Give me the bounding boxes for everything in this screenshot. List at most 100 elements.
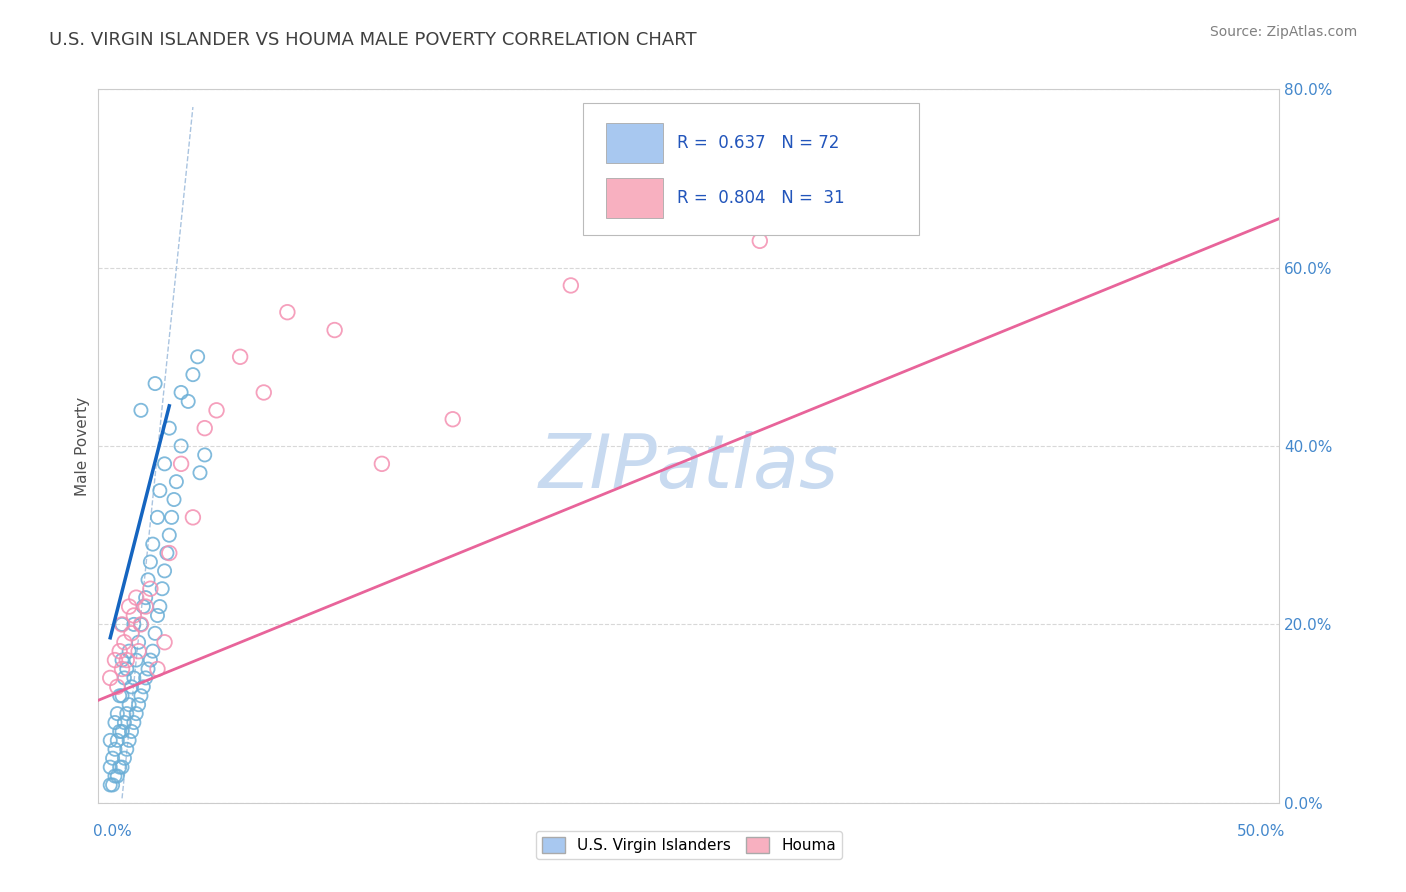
- Point: [153, 457, 176, 471]
- Point: [121, 680, 143, 694]
- Point: [128, 698, 150, 712]
- Point: [146, 608, 169, 623]
- Point: [163, 492, 186, 507]
- Point: [156, 546, 179, 560]
- Point: [146, 662, 169, 676]
- Point: [132, 680, 155, 694]
- Point: [149, 483, 172, 498]
- Point: [135, 599, 157, 614]
- Point: [98, 760, 121, 774]
- Point: [128, 635, 150, 649]
- Point: [170, 457, 193, 471]
- Point: [194, 448, 217, 462]
- Point: [165, 475, 187, 489]
- FancyBboxPatch shape: [606, 178, 664, 218]
- Point: [98, 733, 121, 747]
- Point: [112, 635, 135, 649]
- Point: [170, 385, 193, 400]
- Point: [205, 403, 228, 417]
- Text: Source: ZipAtlas.com: Source: ZipAtlas.com: [1209, 25, 1357, 39]
- Point: [229, 350, 252, 364]
- Text: 0.0%: 0.0%: [93, 824, 131, 839]
- Point: [98, 671, 121, 685]
- Point: [157, 421, 180, 435]
- Point: [128, 644, 150, 658]
- Point: [441, 412, 464, 426]
- Point: [105, 680, 128, 694]
- Point: [143, 376, 166, 391]
- Point: [111, 617, 134, 632]
- Point: [118, 644, 141, 658]
- Point: [157, 528, 180, 542]
- Point: [132, 599, 155, 614]
- Point: [98, 778, 121, 792]
- Point: [142, 537, 165, 551]
- Legend: U.S. Virgin Islanders, Houma: U.S. Virgin Islanders, Houma: [536, 831, 842, 859]
- Point: [101, 778, 124, 792]
- Point: [157, 546, 180, 560]
- Point: [129, 617, 152, 632]
- Point: [122, 617, 145, 632]
- Point: [122, 671, 145, 685]
- Point: [122, 715, 145, 730]
- Point: [104, 742, 127, 756]
- Point: [115, 653, 138, 667]
- Text: R =  0.637   N = 72: R = 0.637 N = 72: [678, 134, 839, 152]
- Point: [129, 403, 152, 417]
- Point: [276, 305, 298, 319]
- Point: [105, 706, 128, 721]
- Point: [101, 751, 124, 765]
- Point: [129, 617, 152, 632]
- Point: [108, 689, 131, 703]
- Point: [170, 439, 193, 453]
- Point: [181, 510, 204, 524]
- Point: [105, 769, 128, 783]
- Point: [115, 742, 138, 756]
- Point: [111, 617, 134, 632]
- Point: [253, 385, 276, 400]
- Point: [129, 689, 152, 703]
- Point: [104, 653, 127, 667]
- Point: [160, 510, 183, 524]
- Point: [108, 760, 131, 774]
- Point: [118, 733, 141, 747]
- Point: [139, 653, 162, 667]
- Point: [136, 573, 159, 587]
- Point: [149, 599, 172, 614]
- Point: [135, 671, 157, 685]
- Point: [105, 733, 128, 747]
- Point: [125, 706, 148, 721]
- Point: [153, 564, 176, 578]
- Point: [111, 760, 134, 774]
- Point: [112, 715, 135, 730]
- Y-axis label: Male Poverty: Male Poverty: [75, 396, 90, 496]
- Point: [181, 368, 204, 382]
- Text: R =  0.804   N =  31: R = 0.804 N = 31: [678, 189, 845, 207]
- Point: [187, 350, 209, 364]
- Point: [194, 421, 217, 435]
- Point: [371, 457, 394, 471]
- Point: [104, 769, 127, 783]
- Point: [146, 510, 169, 524]
- Point: [118, 599, 141, 614]
- Point: [115, 662, 138, 676]
- Text: U.S. VIRGIN ISLANDER VS HOUMA MALE POVERTY CORRELATION CHART: U.S. VIRGIN ISLANDER VS HOUMA MALE POVER…: [49, 31, 697, 49]
- Point: [104, 715, 127, 730]
- Point: [748, 234, 770, 248]
- Text: 50.0%: 50.0%: [1237, 824, 1285, 839]
- Point: [177, 394, 200, 409]
- Point: [188, 466, 211, 480]
- Point: [153, 635, 176, 649]
- Point: [111, 662, 134, 676]
- Point: [139, 582, 162, 596]
- Point: [122, 608, 145, 623]
- Point: [139, 555, 162, 569]
- Point: [111, 653, 134, 667]
- Point: [111, 724, 134, 739]
- FancyBboxPatch shape: [582, 103, 920, 235]
- Point: [112, 671, 135, 685]
- Point: [118, 698, 141, 712]
- Point: [150, 582, 173, 596]
- Point: [121, 724, 143, 739]
- Point: [115, 706, 138, 721]
